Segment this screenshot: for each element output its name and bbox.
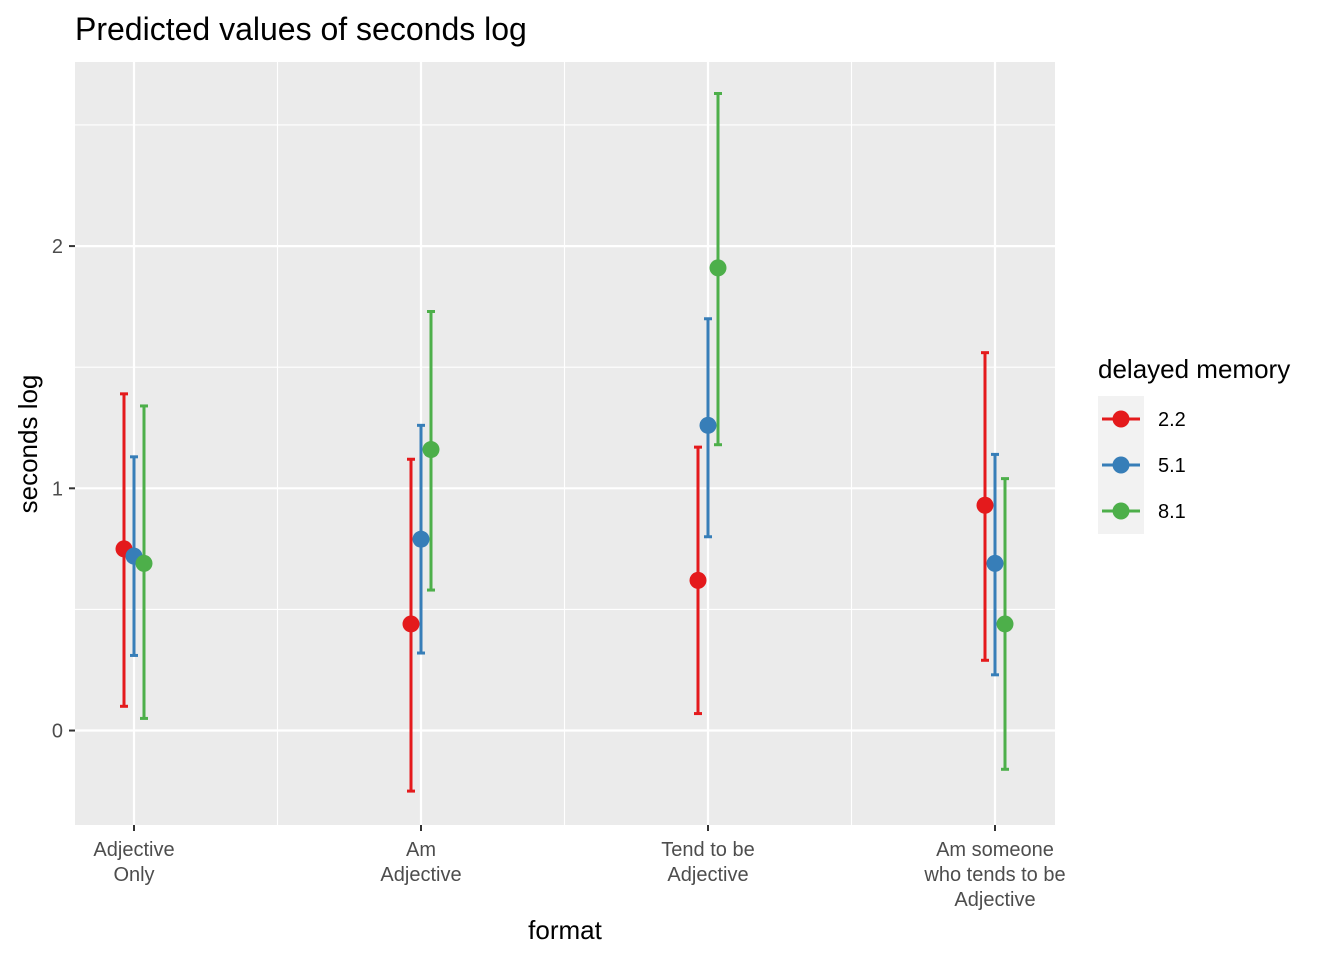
y-tick-label: 2	[52, 236, 63, 258]
data-point	[996, 615, 1014, 633]
data-point	[402, 615, 420, 633]
x-axis-title: format	[528, 915, 602, 945]
y-tick-label: 0	[52, 721, 63, 743]
x-tick-label: Am Adjective	[380, 839, 461, 886]
chart-title: Predicted values of seconds log	[75, 11, 527, 47]
x-tick-label-line: who tends to be	[923, 864, 1065, 886]
x-tick-label: Adjective Only	[93, 839, 174, 886]
legend-label: 8.1	[1158, 501, 1186, 523]
legend: delayed memory 2.2 5.1 8.1	[1098, 354, 1290, 534]
data-point	[699, 416, 717, 434]
x-tick-label-line: Adjective	[380, 864, 461, 886]
series-5.1	[125, 317, 1004, 677]
x-tick-label-line: Only	[113, 864, 154, 886]
data-point	[976, 496, 994, 514]
data-point	[709, 259, 727, 277]
y-axis: 0 1 2	[52, 236, 75, 743]
x-axis: Adjective Only Am Adjective Tend to be Adject…	[93, 825, 1066, 911]
data-marks	[115, 91, 1014, 793]
data-point	[422, 441, 440, 459]
x-tick-label-line: Adjective	[667, 864, 748, 886]
legend-label: 5.1	[1158, 455, 1186, 477]
legend-key-point	[1112, 502, 1130, 520]
x-tick-label-line: Am someone	[936, 839, 1054, 861]
y-axis-title: seconds log	[13, 375, 43, 514]
x-tick-label-line: Tend to be	[661, 839, 754, 861]
data-point	[412, 530, 430, 548]
legend-title: delayed memory	[1098, 354, 1290, 384]
x-tick-label-line: Adjective	[93, 839, 174, 861]
series-8.1	[135, 91, 1014, 771]
legend-key-point	[1112, 410, 1130, 428]
data-point	[135, 554, 153, 572]
legend-label: 2.2	[1158, 409, 1186, 431]
series-2.2	[115, 351, 994, 793]
legend-key-point	[1112, 456, 1130, 474]
data-point	[986, 554, 1004, 572]
x-tick-label: Tend to be Adjective	[661, 839, 754, 886]
x-tick-label-line: Adjective	[954, 889, 1035, 911]
data-point	[689, 571, 707, 589]
y-tick-label: 1	[52, 478, 63, 500]
x-tick-label: Am someone who tends to be Adjective	[923, 839, 1065, 911]
x-tick-label-line: Am	[406, 839, 436, 861]
